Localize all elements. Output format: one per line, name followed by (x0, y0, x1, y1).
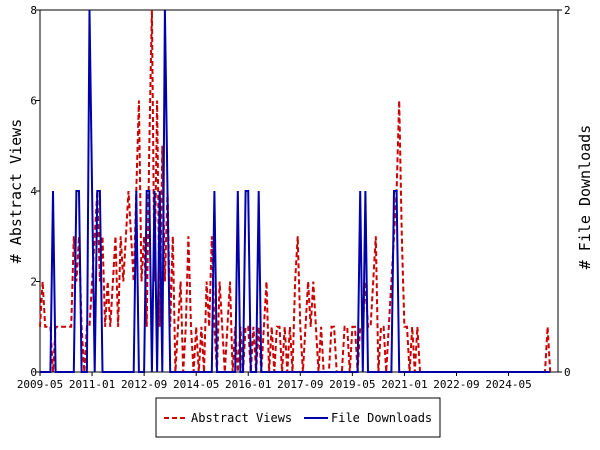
left-y-axis: 0 2 4 6 8 (30, 4, 40, 379)
right-axis-title: # File Downloads (576, 125, 594, 270)
series-layer (39, 9, 552, 373)
legend-box (155, 397, 441, 438)
left-y-tick-label: 4 (30, 185, 37, 198)
x-tick-label: 2017-09 (277, 378, 323, 391)
x-tick-label: 2021-01 (381, 378, 427, 391)
left-y-tick-label: 8 (30, 4, 37, 17)
x-axis: 2009-05 2011-01 2012-09 2014-05 2016-01 2017-… (17, 372, 532, 391)
left-axis-title: # Abstract Views (7, 119, 25, 264)
x-tick-label: 2019-05 (329, 378, 375, 391)
right-y-tick-label: 2 (564, 4, 571, 17)
series-line-file-downloads (40, 9, 551, 373)
x-tick-label: 2012-09 (121, 378, 167, 391)
legend-label-file-downloads: File Downloads (331, 411, 432, 425)
legend: Abstract Views File Downloads (155, 397, 441, 438)
left-y-tick-label: 6 (30, 95, 37, 108)
x-tick-label: 2014-05 (173, 378, 219, 391)
x-tick-label: 2009-05 (17, 378, 63, 391)
legend-label-abstract-views: Abstract Views (191, 411, 292, 425)
right-y-tick-label: 0 (564, 366, 571, 379)
x-tick-label: 2016-01 (225, 378, 271, 391)
left-y-tick-label: 0 (30, 366, 37, 379)
x-tick-label: 2011-01 (69, 378, 115, 391)
right-y-axis: 02 (558, 4, 571, 379)
left-y-tick-label: 2 (30, 276, 37, 289)
x-tick-label: 2024-05 (485, 378, 531, 391)
x-tick-label: 2022-09 (433, 378, 479, 391)
